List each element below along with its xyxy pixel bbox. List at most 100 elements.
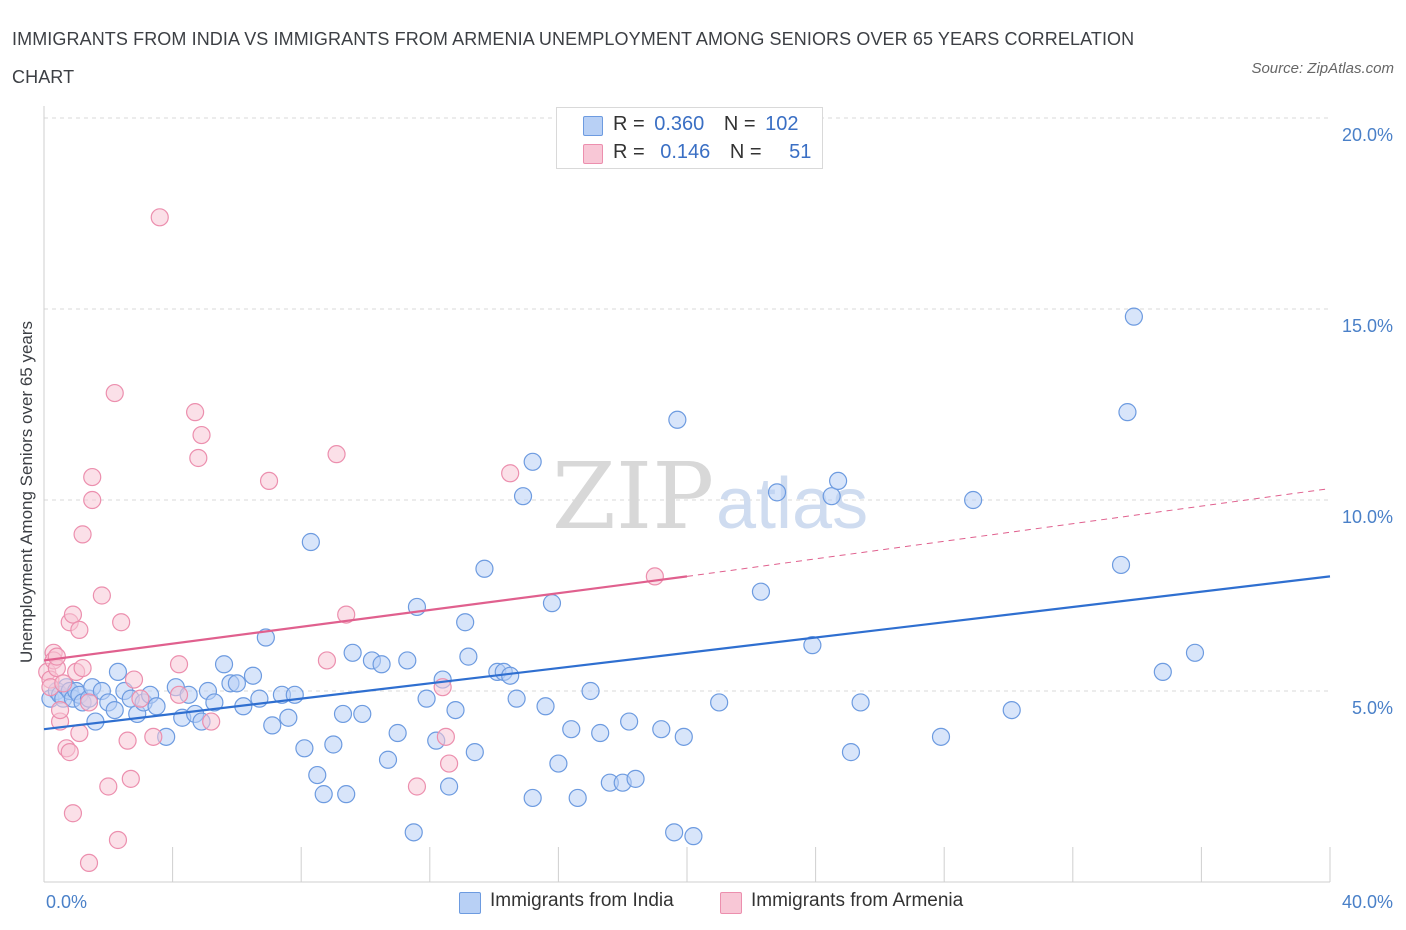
armenia-point [70, 723, 89, 743]
india-point [398, 651, 417, 670]
armenia-point [118, 731, 137, 750]
armenia-point [144, 727, 163, 746]
x-axis [43, 106, 1331, 883]
india-point [388, 723, 407, 743]
trend-lines [43, 488, 1331, 731]
india-point [536, 697, 555, 716]
armenia-legend-swatch [720, 892, 742, 914]
india-n-label: N = [723, 113, 756, 135]
india-point [767, 483, 787, 502]
india-point [404, 823, 423, 842]
india-point [314, 785, 333, 804]
armenia-point [47, 647, 66, 666]
india-point [668, 410, 687, 429]
india-point [147, 697, 166, 716]
y-tick-label: 20.0% [1342, 125, 1393, 145]
armenia-point [131, 689, 150, 708]
india-point [1185, 643, 1205, 662]
armenia-point [121, 769, 140, 788]
armenia-n-value: 51 [789, 141, 812, 163]
india-point [841, 743, 861, 762]
india-point [301, 532, 320, 552]
india-r-label: R = [613, 113, 645, 135]
india-point [931, 727, 951, 746]
armenia-point [79, 693, 99, 712]
armenia-point [50, 700, 70, 720]
india-trend-line [43, 575, 1331, 731]
x-tick-label: 0.0% [46, 892, 87, 912]
armenia-point [63, 804, 83, 823]
india-point [803, 636, 822, 655]
india-point [333, 704, 353, 724]
armenia-point [186, 403, 205, 422]
india-point [324, 735, 343, 754]
armenia-point [124, 670, 144, 689]
source-label: Source: ZipAtlas.com [1251, 60, 1394, 77]
india-point [684, 827, 703, 846]
armenia-point [70, 620, 89, 639]
india-point [343, 643, 362, 662]
tick-labels: 5.0% 10.0% 15.0% 20.0% 0.0% 40.0% [46, 125, 1393, 912]
armenia-point [189, 448, 208, 468]
correlation-legend: R = 0.360 N = 102 R = 0.146 N = 51 [556, 107, 823, 169]
india-point [1124, 307, 1143, 326]
india-point [227, 674, 246, 693]
india-point [308, 765, 327, 785]
armenia-point [192, 425, 211, 445]
india-point [501, 666, 520, 685]
india-point [751, 582, 771, 601]
armenia-point [83, 467, 102, 487]
armenia-trend-extension [686, 488, 1331, 577]
india-point [205, 693, 224, 712]
india-point [513, 487, 533, 506]
armenia-point [105, 383, 124, 403]
india-point [1111, 555, 1131, 575]
india-point [105, 700, 124, 720]
india-point [256, 628, 275, 647]
armenia-point [99, 777, 118, 796]
armenia-swatch [583, 144, 603, 164]
armenia-point [202, 712, 221, 731]
chart-title: IMMIGRANTS FROM INDIA VS IMMIGRANTS FROM… [12, 29, 1135, 87]
india-point [417, 689, 436, 708]
india-point [542, 594, 562, 613]
india-point [507, 689, 526, 708]
armenia-legend-label: Immigrants from Armenia [751, 890, 964, 911]
india-point [243, 666, 263, 685]
india-point [620, 712, 639, 731]
x-tick-label: 40.0% [1342, 892, 1393, 912]
armenia-point [407, 777, 427, 796]
watermark-zip: ZIP [552, 443, 714, 550]
india-point [353, 704, 372, 724]
armenia-point [83, 490, 102, 510]
armenia-point [108, 830, 128, 850]
india-point [263, 716, 282, 735]
y-tick-label: 5.0% [1352, 698, 1393, 718]
armenia-r-label: R = [613, 141, 645, 163]
gridlines [44, 117, 1330, 692]
india-point [652, 720, 671, 739]
india-point [459, 647, 478, 666]
india-point [581, 681, 600, 701]
india-point [456, 613, 475, 632]
india-swatch [583, 116, 603, 136]
armenia-point [169, 655, 189, 674]
india-point [674, 727, 693, 746]
india-point [1118, 403, 1137, 422]
armenia-points [38, 208, 664, 873]
india-point [1153, 662, 1172, 682]
india-point [439, 777, 459, 796]
armenia-point [317, 651, 337, 670]
india-point [337, 785, 356, 804]
india-point [626, 769, 645, 788]
y-tick-label: 10.0% [1342, 507, 1393, 527]
armenia-n-label: N = [729, 141, 762, 163]
armenia-point [337, 605, 356, 624]
india-point [710, 693, 729, 712]
armenia-point [169, 685, 189, 704]
india-point [549, 754, 568, 773]
armenia-point [63, 605, 83, 624]
india-point [465, 743, 484, 762]
watermark: ZIP atlas [552, 443, 868, 550]
